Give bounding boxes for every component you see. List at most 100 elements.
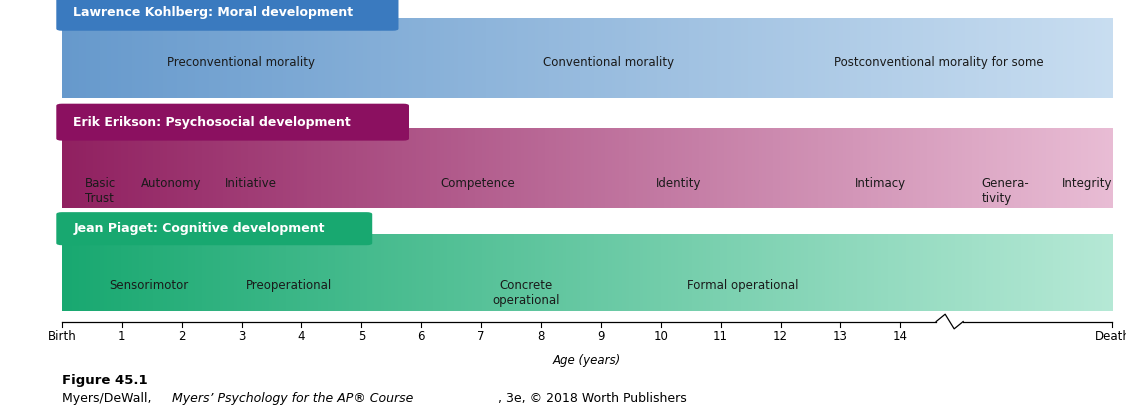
Bar: [75, 234, 80, 311]
Bar: [434, 128, 437, 208]
Bar: [545, 128, 549, 208]
Bar: [93, 128, 98, 208]
Bar: [283, 18, 287, 98]
Bar: [910, 234, 913, 311]
Bar: [479, 18, 483, 98]
Bar: [314, 234, 319, 311]
Bar: [440, 128, 444, 208]
Bar: [132, 18, 136, 98]
FancyBboxPatch shape: [56, 104, 409, 141]
Bar: [125, 128, 129, 208]
Bar: [170, 234, 175, 311]
Bar: [272, 18, 276, 98]
Bar: [542, 18, 546, 98]
Bar: [658, 128, 661, 208]
Bar: [843, 234, 847, 311]
Bar: [1043, 128, 1046, 208]
Bar: [251, 128, 256, 208]
Bar: [812, 234, 815, 311]
Bar: [296, 234, 301, 311]
Bar: [346, 18, 350, 98]
Bar: [1004, 128, 1008, 208]
Bar: [150, 234, 153, 311]
Bar: [286, 234, 291, 311]
Bar: [520, 18, 525, 98]
Bar: [528, 128, 531, 208]
Bar: [132, 234, 136, 311]
Bar: [300, 18, 304, 98]
Bar: [825, 234, 830, 311]
Bar: [958, 128, 963, 208]
Bar: [143, 18, 146, 98]
Text: Conventional morality: Conventional morality: [543, 56, 673, 69]
Bar: [566, 128, 570, 208]
Bar: [681, 234, 686, 311]
Bar: [807, 234, 812, 311]
Bar: [387, 128, 392, 208]
Bar: [671, 18, 676, 98]
Bar: [839, 18, 843, 98]
Bar: [276, 234, 279, 311]
Bar: [895, 18, 900, 98]
Bar: [850, 18, 854, 98]
Bar: [128, 18, 133, 98]
Bar: [387, 18, 392, 98]
Bar: [535, 128, 538, 208]
Bar: [90, 18, 93, 98]
Bar: [1049, 234, 1054, 311]
Bar: [178, 18, 181, 98]
Bar: [699, 128, 704, 208]
Bar: [1074, 18, 1078, 98]
Bar: [185, 18, 188, 98]
Bar: [363, 234, 367, 311]
Bar: [885, 128, 888, 208]
Bar: [422, 128, 427, 208]
Bar: [65, 234, 70, 311]
Bar: [850, 234, 854, 311]
Bar: [835, 18, 840, 98]
Bar: [198, 234, 203, 311]
Bar: [626, 18, 629, 98]
Bar: [1094, 234, 1099, 311]
Bar: [170, 128, 175, 208]
Bar: [623, 234, 626, 311]
Bar: [801, 234, 805, 311]
Bar: [206, 128, 209, 208]
Bar: [157, 128, 161, 208]
Bar: [636, 234, 641, 311]
Bar: [699, 18, 704, 98]
FancyBboxPatch shape: [56, 212, 373, 245]
Bar: [674, 18, 679, 98]
Text: Sensorimotor: Sensorimotor: [109, 279, 188, 292]
Bar: [132, 128, 136, 208]
Bar: [399, 234, 402, 311]
Bar: [384, 18, 388, 98]
Bar: [80, 128, 83, 208]
Text: Intimacy: Intimacy: [855, 177, 906, 190]
Bar: [618, 18, 623, 98]
Bar: [304, 128, 307, 208]
Bar: [153, 18, 157, 98]
Bar: [580, 128, 584, 208]
Bar: [560, 128, 563, 208]
Bar: [321, 128, 325, 208]
Bar: [409, 18, 412, 98]
Bar: [560, 234, 563, 311]
Bar: [198, 128, 203, 208]
Bar: [661, 18, 664, 98]
Bar: [289, 234, 294, 311]
Bar: [563, 234, 566, 311]
Bar: [422, 234, 427, 311]
Bar: [289, 128, 294, 208]
Bar: [692, 234, 696, 311]
Text: Concrete
operational: Concrete operational: [493, 279, 560, 307]
Bar: [111, 128, 115, 208]
Bar: [573, 18, 578, 98]
Bar: [668, 234, 672, 311]
Bar: [749, 128, 752, 208]
Bar: [955, 234, 959, 311]
Bar: [772, 234, 777, 311]
Bar: [721, 234, 724, 311]
Bar: [965, 128, 969, 208]
Bar: [847, 234, 850, 311]
